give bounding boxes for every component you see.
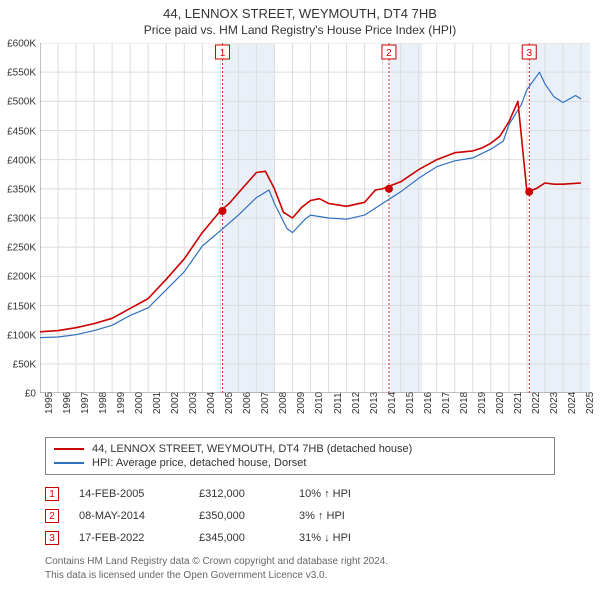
y-tick-label: £350K [7, 184, 36, 195]
transaction-row: 1 14-FEB-2005 £312,000 10% ↑ HPI [45, 483, 555, 505]
x-tick-label: 2017 [441, 392, 452, 414]
x-tick-label: 2021 [513, 392, 524, 414]
legend-swatch [54, 462, 84, 464]
x-tick-label: 2025 [585, 392, 596, 414]
transaction-price: £312,000 [199, 488, 279, 500]
footer-line-1: Contains HM Land Registry data © Crown c… [45, 555, 555, 569]
x-tick-label: 2003 [188, 392, 199, 414]
x-tick-label: 2006 [242, 392, 253, 414]
transaction-price: £345,000 [199, 532, 279, 544]
chart-title: 44, LENNOX STREET, WEYMOUTH, DT4 7HB [0, 0, 600, 21]
x-tick-label: 2022 [531, 392, 542, 414]
y-tick-label: £500K [7, 97, 36, 108]
x-tick-label: 2007 [260, 392, 271, 414]
y-tick-label: £100K [7, 330, 36, 341]
transaction-row: 3 17-FEB-2022 £345,000 31% ↓ HPI [45, 527, 555, 549]
legend-swatch [54, 448, 84, 450]
transaction-date: 17-FEB-2022 [79, 532, 179, 544]
y-tick-label: £450K [7, 126, 36, 137]
x-tick-label: 2013 [369, 392, 380, 414]
legend-box: 44, LENNOX STREET, WEYMOUTH, DT4 7HB (de… [45, 437, 555, 475]
x-tick-label: 1999 [116, 392, 127, 414]
svg-text:2: 2 [386, 48, 392, 59]
footer-attribution: Contains HM Land Registry data © Crown c… [45, 555, 555, 582]
legend-row: 44, LENNOX STREET, WEYMOUTH, DT4 7HB (de… [54, 442, 546, 456]
x-tick-label: 2001 [152, 392, 163, 414]
x-tick-label: 1996 [62, 392, 73, 414]
transaction-pct: 10% ↑ HPI [299, 488, 389, 500]
x-tick-label: 1998 [98, 392, 109, 414]
x-tick-label: 2012 [351, 392, 362, 414]
x-tick-label: 2020 [495, 392, 506, 414]
x-tick-label: 2004 [206, 392, 217, 414]
x-tick-label: 2023 [549, 392, 560, 414]
svg-text:1: 1 [220, 48, 226, 59]
x-tick-label: 2002 [170, 392, 181, 414]
y-tick-label: £300K [7, 214, 36, 225]
x-tick-label: 1995 [44, 392, 55, 414]
chart-svg: 1 2 3 [40, 43, 590, 393]
x-tick-label: 2005 [224, 392, 235, 414]
y-axis-labels: £0£50K£100K£150K£200K£250K£300K£350K£400… [0, 44, 40, 394]
chart-subtitle: Price paid vs. HM Land Registry's House … [0, 21, 600, 41]
chart-container: 44, LENNOX STREET, WEYMOUTH, DT4 7HB Pri… [0, 0, 600, 590]
x-tick-label: 2014 [387, 392, 398, 414]
x-axis-labels: 1995 1996 1997 1998 1999 2000 2001 2002 2003 2004… [40, 394, 600, 434]
transaction-price: £350,000 [199, 510, 279, 522]
legend-row: HPI: Average price, detached house, Dors… [54, 456, 546, 470]
transaction-badge: 2 [45, 509, 59, 523]
y-tick-label: £600K [7, 39, 36, 50]
chart-plot-area: 1 2 3 [40, 43, 600, 393]
transaction-badge: 1 [45, 487, 59, 501]
transaction-badge: 3 [45, 531, 59, 545]
y-tick-label: £50K [13, 359, 36, 370]
x-tick-label: 2000 [134, 392, 145, 414]
x-tick-label: 1997 [80, 392, 91, 414]
x-tick-label: 2011 [333, 392, 344, 414]
transaction-pct: 3% ↑ HPI [299, 510, 389, 522]
x-tick-label: 2008 [278, 392, 289, 414]
footer-line-2: This data is licensed under the Open Gov… [45, 569, 555, 583]
y-tick-label: £400K [7, 155, 36, 166]
y-tick-label: £0 [25, 389, 36, 400]
transaction-pct: 31% ↓ HPI [299, 532, 389, 544]
transaction-row: 2 08-MAY-2014 £350,000 3% ↑ HPI [45, 505, 555, 527]
x-tick-label: 2010 [314, 392, 325, 414]
x-tick-label: 2024 [567, 392, 578, 414]
x-tick-label: 2009 [296, 392, 307, 414]
svg-text:3: 3 [526, 48, 532, 59]
y-tick-label: £550K [7, 68, 36, 79]
y-tick-label: £150K [7, 301, 36, 312]
legend-label: HPI: Average price, detached house, Dors… [92, 457, 306, 469]
transaction-date: 14-FEB-2005 [79, 488, 179, 500]
transaction-date: 08-MAY-2014 [79, 510, 179, 522]
legend-label: 44, LENNOX STREET, WEYMOUTH, DT4 7HB (de… [92, 443, 412, 455]
x-tick-label: 2015 [405, 392, 416, 414]
transaction-table: 1 14-FEB-2005 £312,000 10% ↑ HPI 2 08-MAY-201… [45, 483, 555, 549]
x-tick-label: 2019 [477, 392, 488, 414]
x-tick-label: 2016 [423, 392, 434, 414]
y-tick-label: £250K [7, 243, 36, 254]
x-tick-label: 2018 [459, 392, 470, 414]
y-tick-label: £200K [7, 272, 36, 283]
